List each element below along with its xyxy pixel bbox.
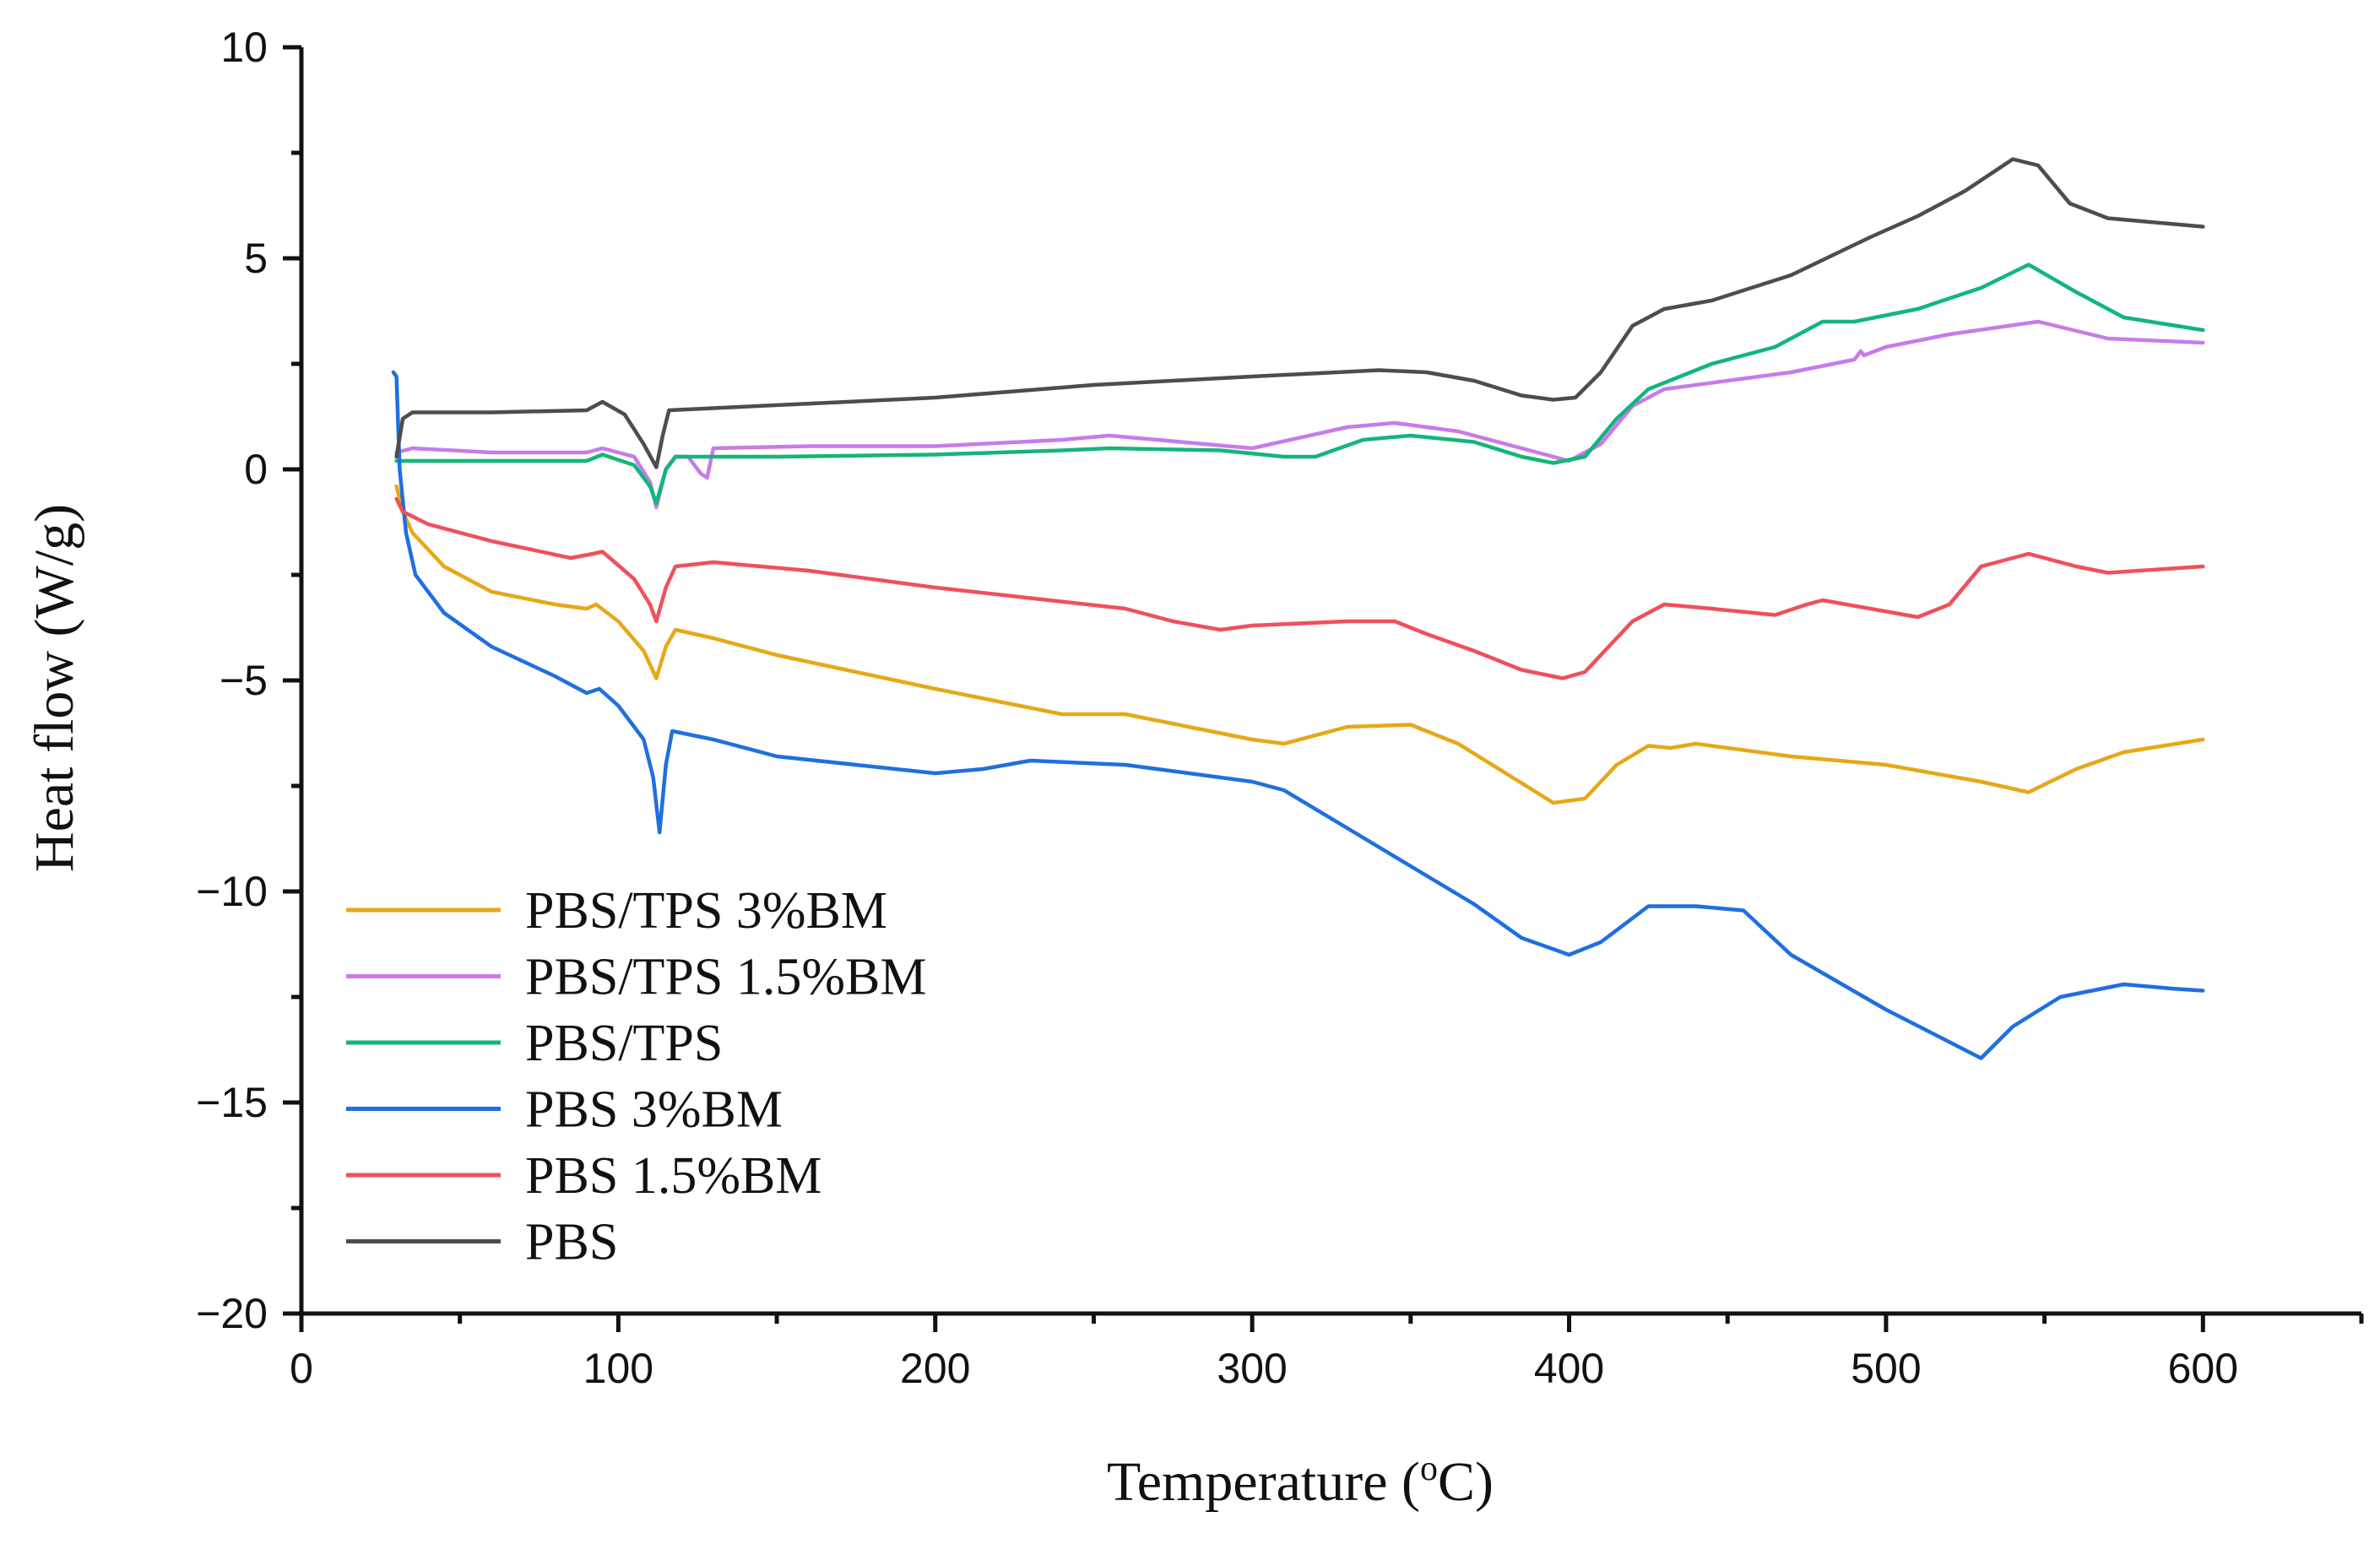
y-tick-label: −15 (196, 1079, 268, 1126)
y-axis-title: Heat flow (W/g) (24, 504, 85, 872)
series-line-pbs-tps (394, 263, 2205, 506)
x-tick-label: 600 (2168, 1345, 2238, 1392)
x-axis-title: Temperature (oC) (1107, 1449, 1494, 1513)
series-layer (391, 157, 2205, 1060)
axes-layer: 0 100 200 300 400 500 600 10 5 0 −5 −10 −15 −20 (196, 24, 2364, 1392)
series-line-pbs (394, 157, 2205, 469)
legend-label-pbs-tps-3-bm: PBS/TPS 3%BM (525, 882, 887, 940)
x-axis-title-main: Temperature ( (1107, 1451, 1420, 1513)
y-tick-label: −20 (196, 1290, 268, 1337)
y-tick-label: 5 (244, 235, 268, 282)
x-tick-label: 400 (1534, 1345, 1604, 1392)
series-line-pbs-1-5-bm (394, 496, 2205, 680)
legend-label-pbs-1-5-bm: PBS 1.5%BM (525, 1147, 821, 1205)
x-tick-label: 300 (1217, 1345, 1287, 1392)
series-line-pbs-tps-3-bm (394, 484, 2205, 805)
x-tick-label: 200 (900, 1345, 970, 1392)
legend-label-pbs-tps: PBS/TPS (525, 1015, 723, 1072)
x-tick-label: 500 (1851, 1345, 1921, 1392)
x-axis-title-suffix: C) (1438, 1451, 1494, 1513)
y-tick-label: −5 (220, 657, 268, 704)
legend-label-pbs-3-bm: PBS 3%BM (525, 1081, 783, 1139)
x-tick-label: 100 (583, 1345, 653, 1392)
x-axis-title-superscript: o (1420, 1449, 1438, 1488)
y-tick-label: 10 (220, 24, 268, 71)
y-tick-label: −10 (196, 868, 268, 915)
legend-label-pbs-tps-1-5-bm: PBS/TPS 1.5%BM (525, 949, 927, 1006)
x-tick-label: 0 (290, 1345, 313, 1392)
legend-label-pbs: PBS (525, 1214, 618, 1271)
axis-titles: Heat flow (W/g) Temperature (oC) (24, 504, 1494, 1513)
legend: PBS/TPS 3%BM PBS/TPS 1.5%BM PBS/TPS PBS 3%B… (346, 882, 927, 1271)
series-line-pbs-3-bm (391, 370, 2205, 1060)
y-tick-label: 0 (244, 446, 268, 493)
